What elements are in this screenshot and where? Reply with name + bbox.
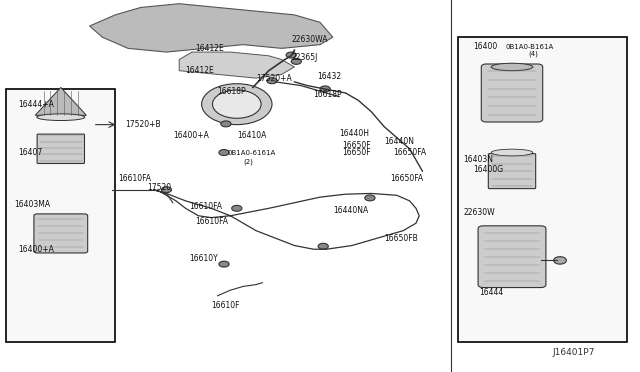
Circle shape <box>554 257 566 264</box>
Circle shape <box>212 90 261 118</box>
Text: 16440NA: 16440NA <box>333 206 368 215</box>
Text: 16407: 16407 <box>18 148 42 157</box>
Text: 16400+A: 16400+A <box>18 245 54 254</box>
Circle shape <box>320 86 330 92</box>
Text: 16610FA: 16610FA <box>189 202 222 211</box>
Text: 22630WA: 22630WA <box>291 35 328 44</box>
Circle shape <box>221 121 231 127</box>
Text: 16444+A: 16444+A <box>18 100 54 109</box>
Text: 16650F: 16650F <box>342 141 371 150</box>
Bar <box>458 37 627 342</box>
Text: 16412E: 16412E <box>186 66 214 75</box>
FancyBboxPatch shape <box>478 226 546 288</box>
Polygon shape <box>90 4 333 52</box>
Text: 17520+B: 17520+B <box>125 120 161 129</box>
Circle shape <box>291 58 301 64</box>
Circle shape <box>267 78 277 84</box>
Text: 16650FB: 16650FB <box>384 234 418 243</box>
Circle shape <box>286 52 296 58</box>
FancyBboxPatch shape <box>481 64 543 122</box>
Circle shape <box>232 205 242 211</box>
Text: 16618P: 16618P <box>218 87 246 96</box>
Text: 17520+A: 17520+A <box>256 74 292 83</box>
Polygon shape <box>35 87 86 115</box>
Circle shape <box>318 243 328 249</box>
Text: 16400: 16400 <box>474 42 498 51</box>
Text: 0B1A0-6161A: 0B1A0-6161A <box>227 150 275 155</box>
Text: 16440N: 16440N <box>384 137 414 146</box>
Polygon shape <box>179 52 294 78</box>
Circle shape <box>365 195 375 201</box>
Ellipse shape <box>492 63 532 71</box>
Text: 16403MA: 16403MA <box>14 200 50 209</box>
Ellipse shape <box>36 114 85 121</box>
Text: 0B1A0-B161A: 0B1A0-B161A <box>506 44 554 49</box>
Bar <box>6 89 115 342</box>
Text: 16412E: 16412E <box>195 44 224 53</box>
Text: 16410A: 16410A <box>237 131 266 140</box>
FancyBboxPatch shape <box>37 134 84 164</box>
Text: 22365J: 22365J <box>291 53 317 62</box>
Text: (4): (4) <box>528 51 538 57</box>
FancyBboxPatch shape <box>34 214 88 253</box>
Text: 22630W: 22630W <box>463 208 495 217</box>
Text: 16610FA: 16610FA <box>118 174 152 183</box>
Text: 16618P: 16618P <box>314 90 342 99</box>
Text: 16444: 16444 <box>479 288 503 296</box>
Text: 16650FA: 16650FA <box>390 174 424 183</box>
Text: 16650F: 16650F <box>342 148 371 157</box>
Ellipse shape <box>492 149 532 156</box>
Text: 16440H: 16440H <box>339 129 369 138</box>
Text: 16610FA: 16610FA <box>195 217 228 226</box>
Text: 16432: 16432 <box>317 72 341 81</box>
Text: 16400+A: 16400+A <box>173 131 209 140</box>
Circle shape <box>219 150 229 155</box>
FancyBboxPatch shape <box>488 154 536 189</box>
Circle shape <box>219 261 229 267</box>
Text: 16610F: 16610F <box>211 301 240 310</box>
Text: 16400G: 16400G <box>474 165 504 174</box>
Circle shape <box>202 84 272 125</box>
Text: 16403N: 16403N <box>463 155 493 164</box>
Text: 16610Y: 16610Y <box>189 254 218 263</box>
Text: 16650FA: 16650FA <box>394 148 427 157</box>
Circle shape <box>161 187 172 193</box>
Text: (2): (2) <box>243 158 253 165</box>
Text: J16401P7: J16401P7 <box>553 348 595 357</box>
Text: 17520: 17520 <box>147 183 172 192</box>
